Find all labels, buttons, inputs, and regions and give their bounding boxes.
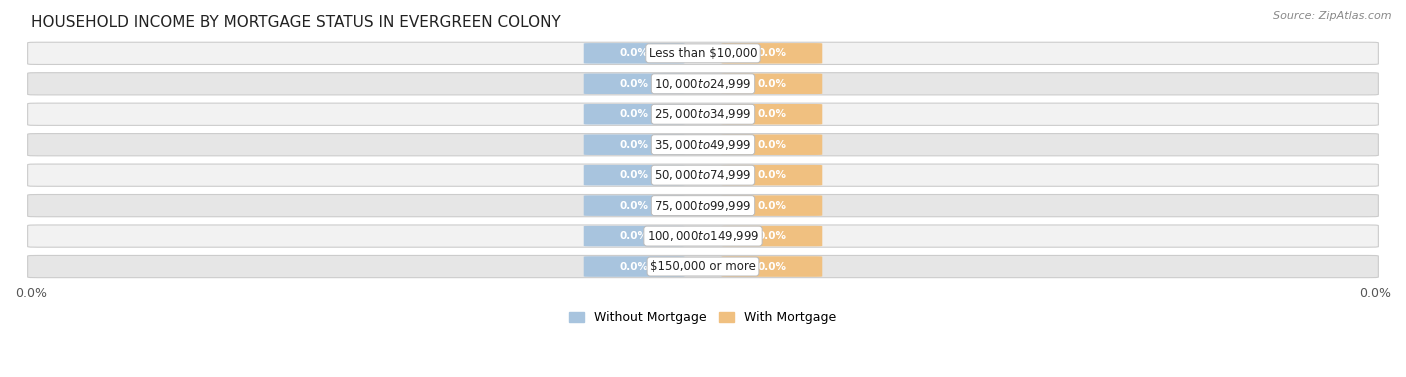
Text: 0.0%: 0.0% <box>758 48 786 58</box>
FancyBboxPatch shape <box>583 104 685 124</box>
Text: 0.0%: 0.0% <box>758 170 786 180</box>
Text: $35,000 to $49,999: $35,000 to $49,999 <box>654 138 752 152</box>
Text: 0.0%: 0.0% <box>620 170 648 180</box>
FancyBboxPatch shape <box>721 195 823 216</box>
FancyBboxPatch shape <box>721 256 823 277</box>
FancyBboxPatch shape <box>583 43 685 64</box>
Text: $10,000 to $24,999: $10,000 to $24,999 <box>654 77 752 91</box>
Text: 0.0%: 0.0% <box>620 231 648 241</box>
FancyBboxPatch shape <box>583 165 685 185</box>
FancyBboxPatch shape <box>583 226 685 246</box>
FancyBboxPatch shape <box>28 133 1378 156</box>
FancyBboxPatch shape <box>721 43 823 64</box>
FancyBboxPatch shape <box>583 135 685 155</box>
Text: 0.0%: 0.0% <box>758 79 786 89</box>
FancyBboxPatch shape <box>28 164 1378 186</box>
Text: 0.0%: 0.0% <box>620 48 648 58</box>
FancyBboxPatch shape <box>28 73 1378 95</box>
Text: 0.0%: 0.0% <box>620 262 648 271</box>
Text: 0.0%: 0.0% <box>620 140 648 150</box>
Text: $50,000 to $74,999: $50,000 to $74,999 <box>654 168 752 182</box>
Text: 0.0%: 0.0% <box>620 109 648 119</box>
FancyBboxPatch shape <box>28 42 1378 64</box>
FancyBboxPatch shape <box>721 165 823 185</box>
Text: 0.0%: 0.0% <box>758 201 786 211</box>
Text: 0.0%: 0.0% <box>758 262 786 271</box>
FancyBboxPatch shape <box>721 74 823 94</box>
Text: 0.0%: 0.0% <box>620 79 648 89</box>
Text: $150,000 or more: $150,000 or more <box>650 260 756 273</box>
FancyBboxPatch shape <box>721 135 823 155</box>
FancyBboxPatch shape <box>583 195 685 216</box>
FancyBboxPatch shape <box>721 104 823 124</box>
Text: 0.0%: 0.0% <box>758 140 786 150</box>
FancyBboxPatch shape <box>28 225 1378 247</box>
Text: 0.0%: 0.0% <box>620 201 648 211</box>
Text: Less than $10,000: Less than $10,000 <box>648 47 758 60</box>
FancyBboxPatch shape <box>583 74 685 94</box>
Text: HOUSEHOLD INCOME BY MORTGAGE STATUS IN EVERGREEN COLONY: HOUSEHOLD INCOME BY MORTGAGE STATUS IN E… <box>31 15 561 30</box>
Text: Source: ZipAtlas.com: Source: ZipAtlas.com <box>1274 11 1392 21</box>
Text: $100,000 to $149,999: $100,000 to $149,999 <box>647 229 759 243</box>
Text: $25,000 to $34,999: $25,000 to $34,999 <box>654 107 752 121</box>
Text: 0.0%: 0.0% <box>758 109 786 119</box>
FancyBboxPatch shape <box>28 256 1378 277</box>
FancyBboxPatch shape <box>721 226 823 246</box>
Text: 0.0%: 0.0% <box>758 231 786 241</box>
Text: $75,000 to $99,999: $75,000 to $99,999 <box>654 199 752 213</box>
Legend: Without Mortgage, With Mortgage: Without Mortgage, With Mortgage <box>564 306 842 329</box>
FancyBboxPatch shape <box>28 103 1378 126</box>
FancyBboxPatch shape <box>28 195 1378 217</box>
FancyBboxPatch shape <box>583 256 685 277</box>
